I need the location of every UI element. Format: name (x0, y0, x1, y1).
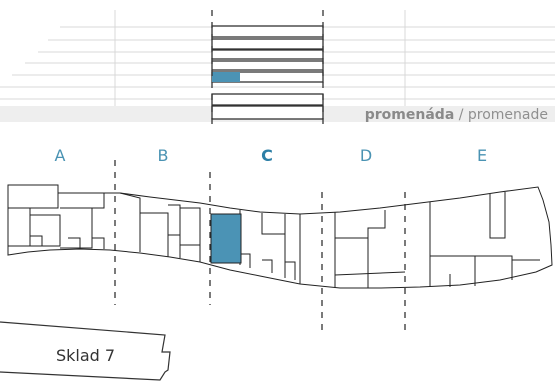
section-label-b[interactable]: B (158, 146, 169, 165)
unit[interactable] (30, 214, 61, 247)
unit[interactable] (60, 207, 93, 249)
unit[interactable] (119, 192, 141, 252)
section-label-d[interactable]: D (360, 146, 372, 165)
building-outline (7, 184, 553, 289)
floor-row[interactable] (211, 49, 324, 60)
unit[interactable] (334, 271, 406, 276)
unit[interactable] (168, 204, 181, 258)
unit[interactable] (68, 237, 81, 248)
unit[interactable] (475, 255, 513, 280)
section-label-a[interactable]: A (55, 146, 66, 165)
unit[interactable] (489, 192, 506, 239)
unit[interactable] (240, 253, 251, 268)
floor-row[interactable] (211, 60, 324, 71)
floor-row[interactable] (211, 93, 324, 106)
unit[interactable] (140, 212, 169, 257)
floor-selector (211, 25, 324, 120)
section-label-e[interactable]: E (477, 146, 487, 165)
unit[interactable] (8, 207, 31, 247)
unit[interactable] (8, 184, 59, 209)
unit[interactable] (262, 259, 273, 273)
building-plan (7, 184, 553, 289)
unit[interactable] (92, 193, 105, 209)
storage-block[interactable] (0, 321, 171, 381)
unit[interactable] (30, 235, 43, 246)
floor-row-selected-highlight (212, 72, 240, 82)
unit[interactable] (180, 207, 201, 262)
unit[interactable] (285, 261, 296, 280)
unit[interactable] (334, 210, 386, 239)
section-label-c[interactable]: C (261, 146, 273, 165)
promenade-label: promenáda / promenade (365, 107, 548, 123)
unit[interactable] (92, 237, 105, 249)
storage-label: Sklad 7 (56, 346, 115, 365)
section-dividers (114, 10, 406, 330)
unit[interactable] (430, 255, 476, 286)
unit[interactable] (261, 213, 285, 235)
floor-row[interactable] (211, 105, 324, 120)
floor-row[interactable] (211, 38, 324, 50)
selected-unit[interactable] (210, 213, 242, 264)
floor-row[interactable] (211, 25, 324, 38)
